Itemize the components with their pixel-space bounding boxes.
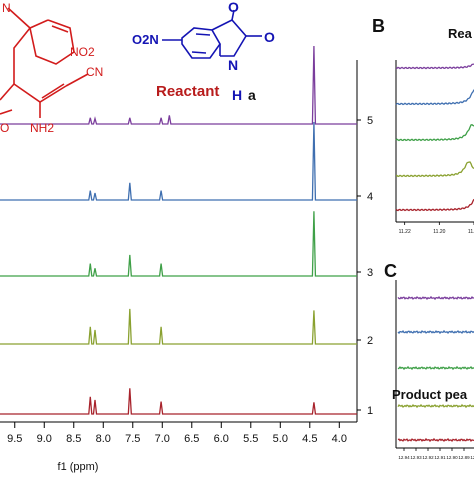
x-tick-label: 9.5 (7, 433, 22, 445)
x-tick-label: 5.0 (273, 433, 288, 445)
reactant-n-label: N (228, 57, 238, 73)
x-tick-label: 6.5 (184, 433, 199, 445)
reactant-o1-label: O (228, 0, 239, 15)
stack-label-4: 4 (367, 191, 373, 203)
c-spectrum-line (397, 365, 474, 371)
panel-c-letter: C (384, 261, 397, 281)
b-spectrum-line (395, 124, 474, 142)
c-tick-label: 12.89 (458, 455, 470, 460)
x-tick-label: 8.0 (96, 433, 111, 445)
c-spectrum-line (397, 329, 474, 335)
x-tick-label: 7.5 (125, 433, 140, 445)
x-tick-label: 7.0 (155, 433, 170, 445)
panel-b-caption: Rea (448, 26, 473, 41)
c-tick-label: 12.90 (446, 455, 458, 460)
x-tick-label: 6.0 (214, 433, 229, 445)
spectrum-line-1 (0, 388, 357, 415)
product-o-label: O (0, 121, 9, 135)
reactant-sub-label: a (248, 87, 256, 103)
c-tick-label: 12.88 (470, 455, 474, 460)
b-spectrum-line (395, 63, 474, 70)
product-n-label: N (2, 1, 11, 15)
x-tick-label: 8.5 (66, 433, 81, 445)
reactant-label: Reactant (156, 83, 219, 100)
b-tick-label: 11.22 (399, 229, 411, 235)
c-tick-label: 12.92 (422, 455, 434, 460)
x-tick-label: 4.0 (332, 433, 347, 445)
product-no2-label: NO2 (70, 45, 95, 59)
c-tick-label: 12.93 (410, 455, 422, 460)
reactant-no2-label: O2N (132, 32, 159, 47)
panel-b-letter: B (372, 16, 385, 36)
reactant-h-label: H (232, 87, 242, 103)
b-spectrum-line (395, 161, 474, 178)
spectrum-line-5 (0, 45, 357, 125)
stack-label-5: 5 (367, 115, 373, 127)
product-nh2-label: NH2 (30, 121, 54, 135)
spectrum-line-4 (0, 121, 357, 201)
panel-a-spectra: 9.5 9.0 8.5 8.0 7.5 7.0 6.5 6.0 5.5 5.0 4.5 4.0 5 4 3… (0, 45, 373, 473)
stack-label-2: 2 (367, 335, 373, 347)
panel-b-inset: B Rea 11.22 11.20 11.18 (372, 16, 474, 235)
b-tick-label: 11.20 (433, 229, 445, 235)
c-spectrum-line (397, 403, 474, 409)
stack-label-1: 1 (367, 405, 373, 417)
x-tick-label: 4.5 (302, 433, 317, 445)
b-spectrum-line (395, 89, 474, 106)
c-tick-label: 12.94 (398, 455, 410, 460)
reactant-structure (162, 9, 262, 59)
c-spectrum-line (397, 295, 474, 301)
reactant-o2-label: O (264, 29, 275, 45)
b-spectrum-line (395, 198, 474, 212)
panel-c-inset: C Product pea 12.94 12.93 12.92 12.91 12.90 1… (384, 261, 474, 460)
x-tick-label: 5.5 (243, 433, 258, 445)
c-spectrum-line (397, 437, 474, 443)
spectrum-line-2 (0, 308, 357, 345)
x-tick-label: 9.0 (37, 433, 52, 445)
spectrum-line-3 (0, 211, 357, 277)
product-cn-label: CN (86, 65, 103, 79)
b-tick-label: 11.18 (468, 229, 474, 235)
x-axis-label: f1 (ppm) (58, 461, 99, 473)
product-structure (0, 7, 89, 118)
panel-c-caption: Product pea (392, 387, 468, 402)
stack-label-3: 3 (367, 267, 373, 279)
c-tick-label: 12.91 (434, 455, 446, 460)
